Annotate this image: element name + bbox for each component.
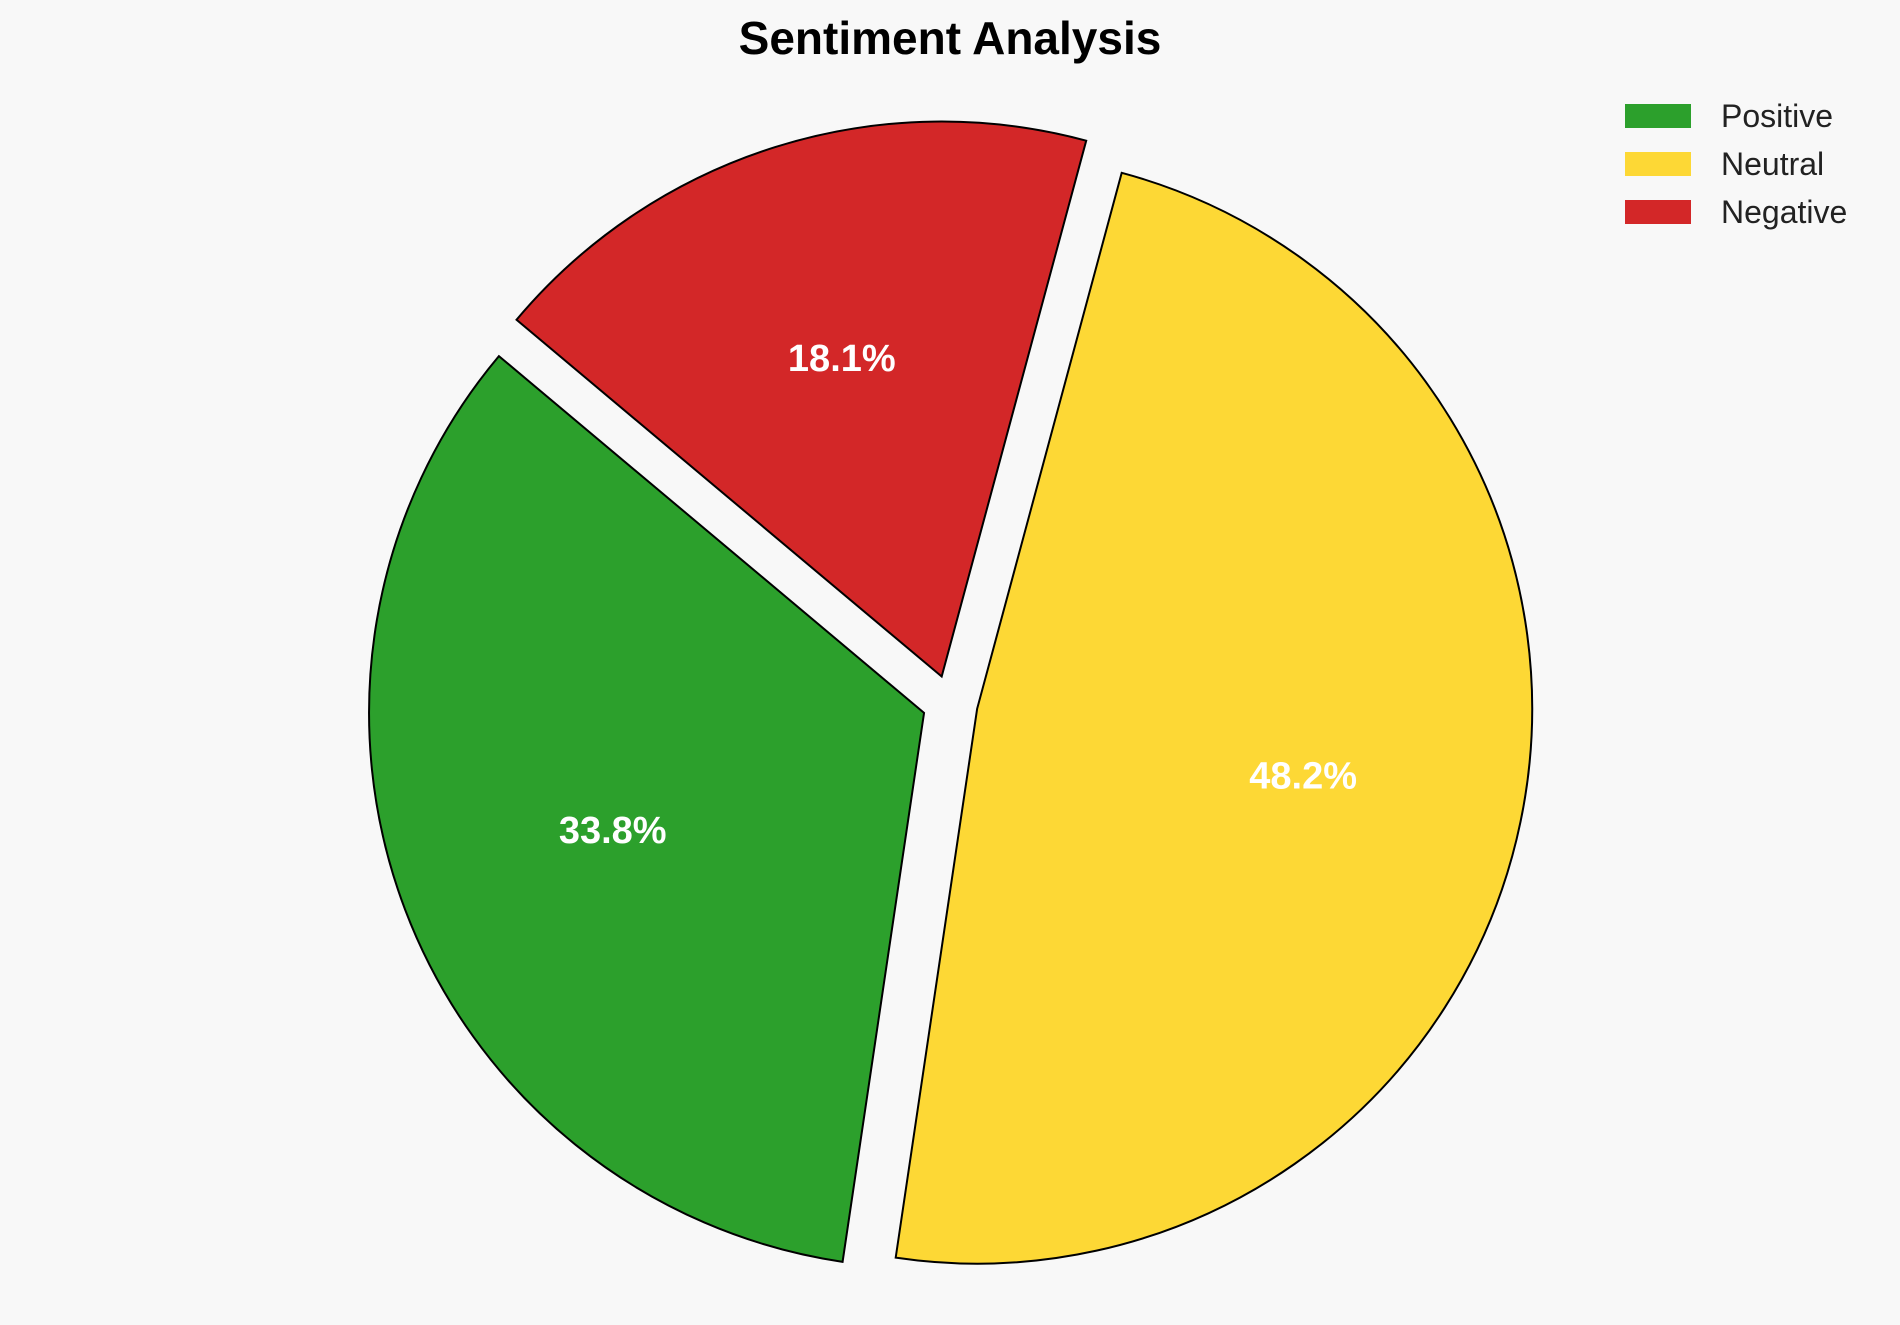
pie-slice-negative <box>515 120 1088 679</box>
slice-label-positive: 33.8% <box>559 810 667 852</box>
pie-slice-positive <box>368 354 926 1263</box>
pie-slice-neutral <box>894 171 1534 1265</box>
pie-slices <box>368 120 1534 1265</box>
legend-swatch-neutral <box>1625 152 1691 176</box>
legend-swatch-negative <box>1625 200 1691 224</box>
slice-label-neutral: 48.2% <box>1249 756 1357 798</box>
slice-labels: 33.8% 48.2% 18.1% <box>559 338 1357 852</box>
slice-label-negative: 18.1% <box>788 338 896 380</box>
legend: Positive Neutral Negative <box>1625 98 1847 230</box>
legend-swatch-positive <box>1625 104 1691 128</box>
legend-label-positive: Positive <box>1721 98 1833 134</box>
legend-label-negative: Negative <box>1721 194 1847 230</box>
legend-label-neutral: Neutral <box>1721 146 1824 182</box>
chart-title: Sentiment Analysis <box>739 12 1162 64</box>
